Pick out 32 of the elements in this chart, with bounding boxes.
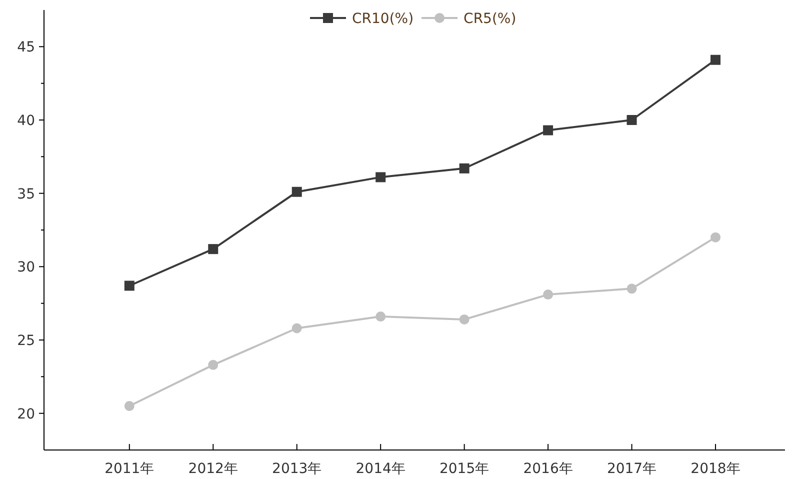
y-tick-label: 35 [17, 186, 35, 202]
point [124, 280, 134, 291]
x-tick-label: 2012年 [188, 461, 238, 477]
point [543, 125, 554, 136]
point [543, 290, 554, 300]
point [292, 323, 302, 334]
point [376, 312, 386, 322]
point [459, 314, 470, 324]
x-tick-label: 2015年 [440, 461, 490, 477]
legend-label: CR5(%) [464, 11, 516, 27]
y-tick-label: 45 [17, 40, 35, 56]
x-tick-label: 2018年 [690, 461, 740, 477]
point [459, 163, 470, 174]
legend-label: CR10(%) [352, 11, 414, 27]
y-tick-label: 30 [17, 260, 35, 276]
x-tick-label: 2014年 [356, 461, 406, 477]
point [710, 232, 721, 242]
point [292, 186, 302, 197]
x-tick-label: 2011年 [104, 461, 154, 477]
x-tick-label: 2016年 [523, 461, 573, 477]
y-tick-label: 20 [17, 406, 35, 422]
x-tick-label: 2017年 [606, 461, 657, 477]
point [626, 115, 637, 125]
point [376, 172, 386, 182]
y-tick-label: 40 [17, 113, 35, 129]
point [208, 244, 218, 254]
point [710, 54, 721, 65]
y-tick-label: 25 [17, 333, 35, 349]
point [124, 401, 134, 411]
point [626, 284, 637, 294]
x-tick-label: 2013年 [272, 461, 322, 477]
point [208, 360, 218, 370]
